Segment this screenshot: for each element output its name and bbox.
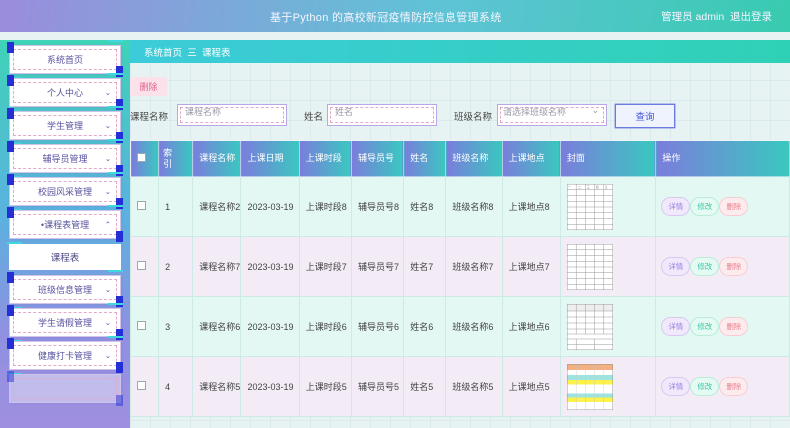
svg-text:五: 五	[605, 186, 608, 189]
svg-text:一: 一	[568, 186, 571, 189]
svg-text:三: 三	[587, 186, 590, 189]
svg-text:四: 四	[596, 186, 599, 189]
svg-text:二: 二	[578, 186, 581, 189]
